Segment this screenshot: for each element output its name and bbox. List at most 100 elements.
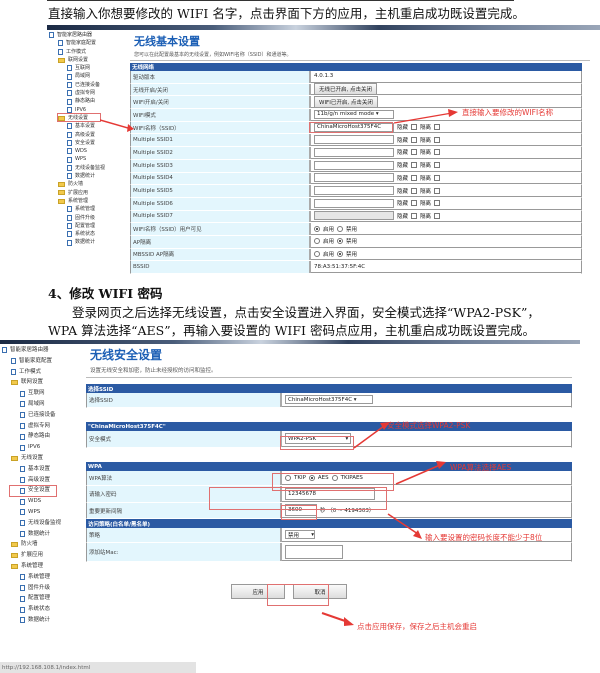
tree-item[interactable]: 数据统计 xyxy=(2,615,61,626)
tree-item[interactable]: 数据统计 xyxy=(2,529,61,540)
tree-item[interactable]: 系统管理 xyxy=(2,572,61,583)
multiple-ssid-input[interactable] xyxy=(314,173,394,183)
isolate-checkbox[interactable] xyxy=(434,200,441,207)
tree-item[interactable]: 虚拟专网 xyxy=(49,89,105,97)
enable-radio[interactable] xyxy=(314,238,320,245)
tree-item[interactable]: 基本设置 xyxy=(49,122,105,130)
disable-radio[interactable] xyxy=(337,250,344,257)
algo-radio-aes[interactable] xyxy=(308,474,315,481)
tree-item[interactable]: 静态路由 xyxy=(49,97,105,105)
tree-item[interactable]: 扩展应用 xyxy=(2,550,61,561)
tree-item[interactable]: WPS xyxy=(49,155,105,163)
hide-checkbox[interactable] xyxy=(411,149,418,156)
tree-item[interactable]: 安全设置 xyxy=(49,139,105,147)
isolate-checkbox[interactable] xyxy=(434,174,441,181)
tree-item[interactable]: 系统管理 xyxy=(49,205,105,213)
mac-input[interactable] xyxy=(285,544,343,559)
section-header: WPA xyxy=(86,462,572,471)
tree-item[interactable]: WPS xyxy=(2,507,61,518)
tree-item[interactable]: 虚拟专网 xyxy=(2,421,61,432)
tree-item[interactable]: IPV6 xyxy=(2,442,61,453)
tree-label: WDS xyxy=(28,498,42,505)
multiple-ssid-input[interactable] xyxy=(314,160,394,170)
tree-item[interactable]: 系统状态 xyxy=(49,230,105,238)
tree-item[interactable]: WDS xyxy=(2,496,61,507)
tree-item[interactable]: 基本设置 xyxy=(2,464,61,475)
tree-item[interactable]: 固件升级 xyxy=(2,583,61,594)
tree-item[interactable]: 静态路由 xyxy=(2,431,61,442)
tree-item[interactable]: 智能家庭配置 xyxy=(49,39,105,47)
tree-item[interactable]: 防火墙 xyxy=(2,539,61,550)
isolate-checkbox[interactable] xyxy=(434,212,441,219)
isolate-checkbox[interactable] xyxy=(434,149,441,156)
hide-checkbox[interactable] xyxy=(411,187,418,194)
highlight-box xyxy=(209,487,387,510)
tree-label: 系统管理 xyxy=(28,573,51,580)
hide-checkbox[interactable] xyxy=(411,162,418,169)
wifi-mode-select[interactable]: 11b/g/n mixed mode ▾ xyxy=(314,109,394,119)
tree-item[interactable]: 工作模式 xyxy=(49,48,105,56)
algo-radio-tkipaes[interactable] xyxy=(331,474,338,481)
apply-button[interactable]: 应用 xyxy=(231,584,285,599)
wifi-toggle-button[interactable]: WIFI已开启, 点击关闭 xyxy=(314,95,378,108)
tree-item[interactable]: 配置管理 xyxy=(2,593,61,604)
multiple-ssid-input[interactable] xyxy=(314,186,394,196)
row-value: 隐藏 隔离 xyxy=(311,134,581,147)
tree-item[interactable]: 系统管理 xyxy=(49,197,105,205)
ssid-input[interactable]: ChinaMicroHost375F4C xyxy=(314,122,394,132)
isolate-checkbox[interactable] xyxy=(434,136,441,143)
multiple-ssid-input[interactable] xyxy=(314,135,394,145)
multiple-ssid-input[interactable] xyxy=(314,147,394,157)
security-mode-select[interactable]: WPA2-PSK ▾ xyxy=(285,433,351,444)
hide-checkbox[interactable] xyxy=(411,200,418,207)
algo-radio-tkip[interactable] xyxy=(285,474,291,481)
multiple-ssid-input[interactable] xyxy=(314,198,394,208)
tree-item[interactable]: 智能家居路由器 xyxy=(2,345,61,356)
tree-item[interactable]: 已连接设备 xyxy=(2,410,61,421)
policy-select[interactable]: 禁用 ▾ xyxy=(285,530,315,539)
row-value: TKIP AES TKIPAES xyxy=(282,471,571,485)
isolate-checkbox[interactable] xyxy=(434,124,441,131)
tree-item[interactable]: IPV6 xyxy=(49,106,105,114)
tree-item[interactable]: 安全设置 xyxy=(2,485,61,496)
isolate-checkbox[interactable] xyxy=(434,187,441,194)
enable-radio[interactable] xyxy=(314,225,320,232)
hide-checkbox[interactable] xyxy=(411,212,418,219)
hide-checkbox[interactable] xyxy=(411,136,418,143)
tree-item[interactable]: WDS xyxy=(49,147,105,155)
hide-checkbox[interactable] xyxy=(411,124,418,131)
tree-item[interactable]: 智能家庭配置 xyxy=(2,356,61,367)
hide-checkbox[interactable] xyxy=(411,174,418,181)
tree-item[interactable]: 配置管理 xyxy=(49,222,105,230)
tree-item[interactable]: 数据统计 xyxy=(49,238,105,246)
enable-radio[interactable] xyxy=(314,250,320,257)
radio-toggle-button[interactable]: 无线已开启, 点击关闭 xyxy=(314,83,377,96)
disable-radio[interactable] xyxy=(337,238,344,245)
tree-item[interactable]: 固件升级 xyxy=(49,214,105,222)
tree-item[interactable]: 互联网 xyxy=(49,64,105,72)
tree-item[interactable]: 扩展应用 xyxy=(49,189,105,197)
tree-item[interactable]: 工作模式 xyxy=(2,367,61,378)
tree-item[interactable]: 高级设置 xyxy=(49,131,105,139)
tree-item[interactable]: 数据统计 xyxy=(49,172,105,180)
multiple-ssid-input[interactable] xyxy=(314,211,394,221)
tree-item[interactable]: 高级设置 xyxy=(2,475,61,486)
ssid-select[interactable]: ChinaMicroHost375F4C ▾ xyxy=(285,395,373,404)
tree-label: 基本设置 xyxy=(75,123,96,130)
tree-item[interactable]: 无线设备监视 xyxy=(49,164,105,172)
tree-item[interactable]: 无线设置 xyxy=(49,114,105,122)
tree-item[interactable]: 智能家居路由器 xyxy=(49,31,105,39)
tree-item[interactable]: 局域网 xyxy=(49,72,105,80)
tree-item[interactable]: 无线设置 xyxy=(2,453,61,464)
tree-item[interactable]: 联网设置 xyxy=(49,56,105,64)
isolate-checkbox[interactable] xyxy=(434,162,441,169)
disable-radio[interactable] xyxy=(337,225,344,232)
tree-item[interactable]: 已连接设备 xyxy=(49,81,105,89)
tree-item[interactable]: 联网设置 xyxy=(2,377,61,388)
tree-item[interactable]: 无线设备监视 xyxy=(2,518,61,529)
tree-item[interactable]: 局域网 xyxy=(2,399,61,410)
tree-item[interactable]: 互联网 xyxy=(2,388,61,399)
tree-item[interactable]: 系统管理 xyxy=(2,561,61,572)
tree-item[interactable]: 系统状态 xyxy=(2,604,61,615)
tree-item[interactable]: 防火墙 xyxy=(49,180,105,188)
